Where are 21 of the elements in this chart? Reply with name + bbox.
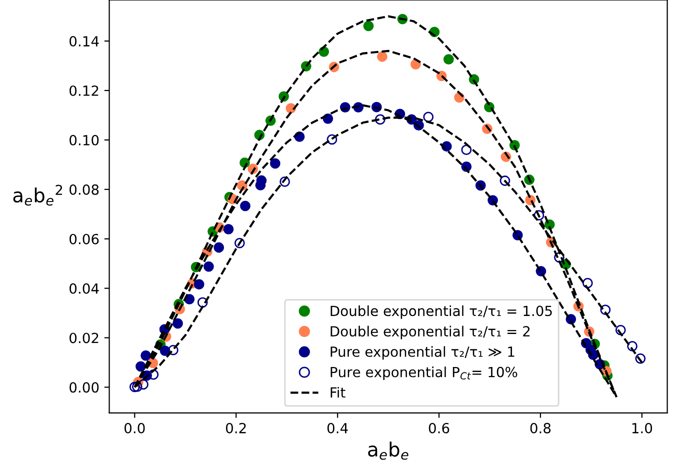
x-tick-label: 0.4	[327, 422, 348, 434]
y-tick-label: 0.00	[70, 382, 99, 393]
y-axis-title: a$_{e}$b$_{e}$$^{2}$	[13, 184, 62, 206]
y-tick-label: 0.06	[70, 234, 99, 244]
y-tick-label: 0.02	[70, 332, 98, 344]
series-label: Fit	[330, 386, 346, 398]
x-tick-label: 0.0	[124, 422, 145, 434]
y-tick-label: 0.08	[70, 184, 99, 195]
x-tick-label: 0.2	[226, 422, 246, 434]
x-tick-label: 1.0	[632, 422, 652, 434]
y-tick-label: 0.04	[70, 283, 99, 294]
y-tick-label: 0.10	[70, 134, 99, 146]
x-tick-label: 0.8	[530, 422, 551, 434]
x-axis-title: a$_{e}$b$_{e}$	[368, 442, 408, 460]
x-tick-label: 0.6	[428, 422, 450, 434]
y-tick-label: 0.12	[70, 85, 98, 96]
legend-label: Pure exponential τ₂/τ₁ ≫ 1	[330, 346, 514, 360]
legend-label: Double exponential τ₂/τ₁ = 2	[330, 326, 530, 340]
legend-label: Pure exponential P$_{Ct}$= 10%	[330, 366, 518, 380]
legend-label: Double exponential τ₂/τ₁ = 1.05	[330, 305, 552, 319]
y-tick-label: 0.14	[70, 36, 99, 47]
